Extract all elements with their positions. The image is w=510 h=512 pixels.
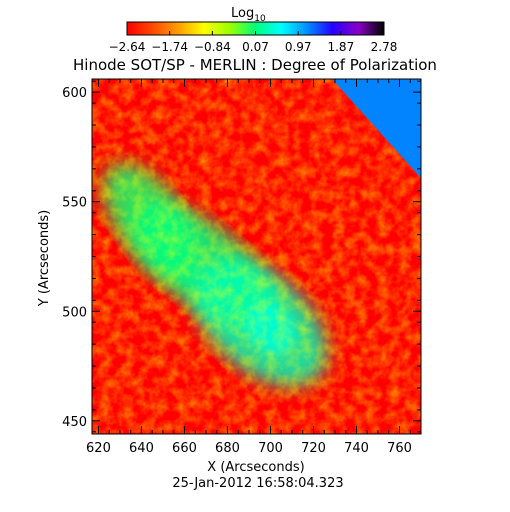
x-tick-label: 660 (172, 441, 197, 456)
chart-title: Hinode SOT/SP - MERLIN : Degree of Polar… (73, 56, 437, 74)
off-disk-limb-region (332, 79, 421, 178)
timestamp-label: 25-Jan-2012 16:58:04.323 (172, 476, 343, 491)
y-tick-label: 500 (62, 305, 87, 320)
heatmap-image (92, 79, 421, 434)
colorbar-tick-label: −1.74 (151, 40, 188, 54)
x-tick-label: 620 (86, 441, 111, 456)
x-tick-label: 640 (129, 441, 154, 456)
colorbar-tick-label: −2.64 (109, 40, 146, 54)
x-tick-label: 720 (301, 441, 326, 456)
y-axis-ticks: 450 500 550 600 (62, 80, 421, 433)
colorbar-tick-label: 0.97 (285, 40, 312, 54)
speckle-texture (92, 79, 421, 434)
y-tick-label: 600 (62, 86, 87, 101)
colorbar-label: Log10 (231, 6, 266, 24)
colorbar-tick-label: 2.78 (371, 40, 398, 54)
y-tick-label: 550 (62, 196, 87, 211)
colorbar-tick-label: −0.84 (194, 40, 231, 54)
colorbar-ticks: −2.64 −1.74 −0.84 0.07 0.97 1.87 2.78 (109, 31, 398, 54)
y-tick-label: 450 (62, 415, 87, 430)
colorbar-tick-label: 0.07 (242, 40, 269, 54)
x-axis-label: X (Arcseconds) (207, 460, 304, 475)
x-axis-ticks: 620 640 660 680 700 720 740 760 (86, 79, 422, 456)
x-tick-label: 760 (387, 441, 412, 456)
y-axis-label: Y (Arcseconds) (37, 210, 52, 307)
x-tick-label: 740 (344, 441, 369, 456)
x-tick-label: 680 (215, 441, 240, 456)
colorbar-tick-label: 1.87 (327, 40, 354, 54)
x-tick-label: 700 (258, 441, 283, 456)
